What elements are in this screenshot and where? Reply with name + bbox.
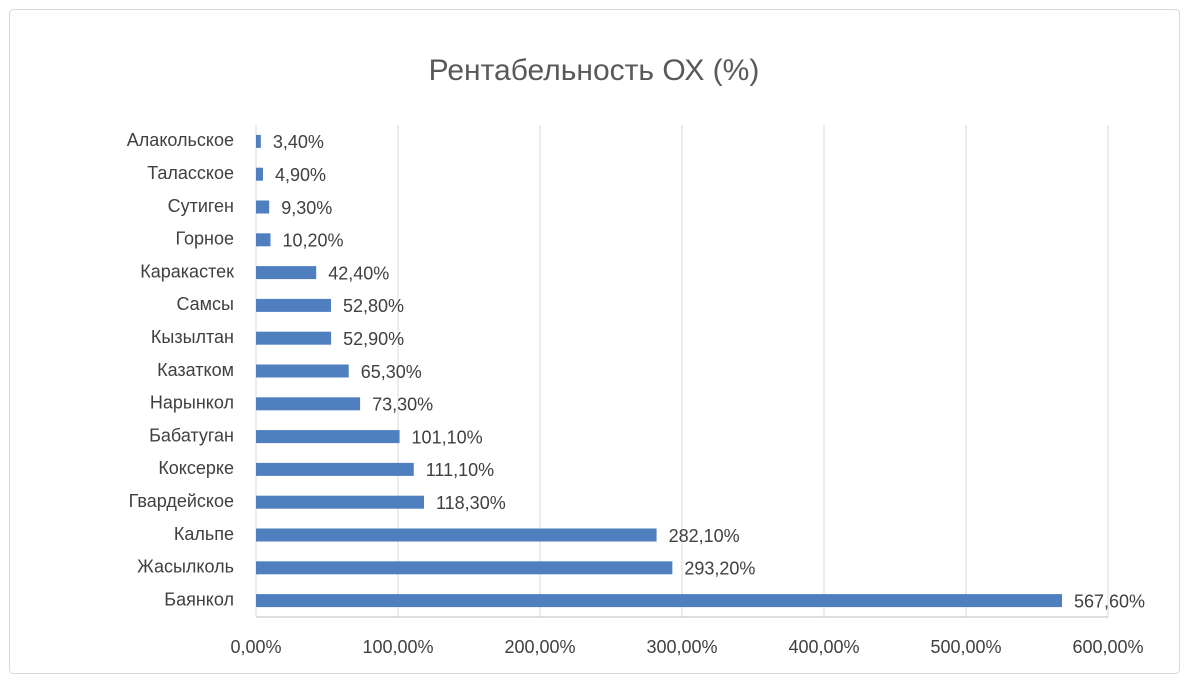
value-label: 42,40% bbox=[328, 263, 389, 283]
bar bbox=[256, 528, 657, 542]
value-label: 293,20% bbox=[684, 559, 755, 579]
y-tick-label: Коксерке bbox=[158, 458, 234, 478]
value-label: 10,20% bbox=[282, 231, 343, 251]
y-tick-label: Самсы bbox=[176, 294, 234, 314]
value-label: 111,10% bbox=[426, 460, 494, 480]
value-label: 101,10% bbox=[412, 427, 483, 447]
bar bbox=[256, 397, 361, 411]
x-tick-label: 400,00% bbox=[788, 637, 859, 657]
y-tick-label: Кальпе bbox=[174, 524, 234, 544]
bar bbox=[256, 134, 261, 148]
y-tick-label: Нарынкол bbox=[150, 393, 234, 413]
y-tick-label: Сутиген bbox=[168, 196, 234, 216]
value-label: 118,30% bbox=[436, 493, 506, 513]
y-tick-label: Горное bbox=[175, 229, 234, 249]
value-label: 282,10% bbox=[669, 526, 740, 546]
bar bbox=[256, 430, 400, 444]
y-tick-label: Баянкол bbox=[164, 589, 234, 609]
y-tick-label: Таласское bbox=[147, 163, 234, 183]
y-tick-label: Казатком bbox=[157, 360, 234, 380]
x-tick-label: 100,00% bbox=[362, 637, 433, 657]
bar bbox=[256, 167, 263, 181]
y-tick-label: Каракастек bbox=[140, 261, 234, 281]
chart-title: Рентабельность ОХ (%) bbox=[429, 54, 760, 87]
value-label: 4,90% bbox=[275, 165, 326, 185]
bar bbox=[256, 364, 349, 378]
bar bbox=[256, 266, 317, 280]
y-tick-label: Алакольское bbox=[127, 130, 234, 150]
bar bbox=[256, 233, 271, 247]
bar bbox=[256, 200, 270, 214]
x-tick-label: 500,00% bbox=[930, 637, 1001, 657]
y-tick-label: Жасылколь bbox=[137, 557, 234, 577]
value-label: 65,30% bbox=[361, 362, 422, 382]
x-tick-label: 600,00% bbox=[1072, 637, 1143, 657]
x-tick-label: 300,00% bbox=[646, 637, 717, 657]
x-tick-label: 200,00% bbox=[504, 637, 575, 657]
value-label: 567,60% bbox=[1074, 591, 1145, 611]
value-label: 3,40% bbox=[273, 132, 324, 152]
bar bbox=[256, 331, 332, 345]
bar bbox=[256, 561, 673, 575]
y-tick-label: Бабатуган bbox=[149, 425, 234, 445]
y-tick-label: Гвардейское bbox=[129, 491, 234, 511]
value-label: 9,30% bbox=[281, 198, 332, 218]
bar bbox=[256, 462, 414, 476]
bar bbox=[256, 594, 1062, 608]
value-label: 73,30% bbox=[372, 395, 433, 415]
bar bbox=[256, 298, 331, 312]
value-label: 52,90% bbox=[343, 329, 404, 349]
x-tick-label: 0,00% bbox=[230, 637, 281, 657]
bar bbox=[256, 495, 424, 509]
y-tick-label: Кызылтан bbox=[151, 327, 234, 347]
value-label: 52,80% bbox=[343, 296, 404, 316]
